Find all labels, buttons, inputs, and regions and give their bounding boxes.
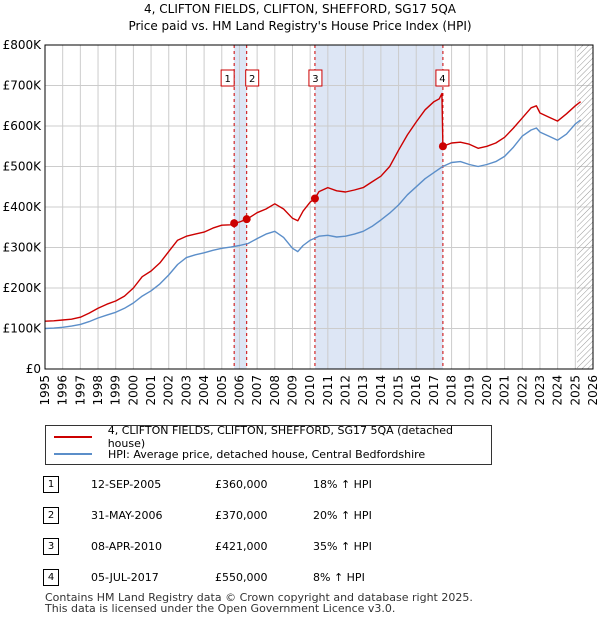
- x-tick-label: 2005: [215, 375, 229, 406]
- footer-line-2: This data is licensed under the Open Gov…: [45, 602, 396, 615]
- x-tick-label: 2022: [515, 375, 529, 406]
- y-tick-label: £800K: [3, 38, 43, 52]
- x-tick-label: 2002: [162, 375, 176, 406]
- y-tick-label: £500K: [3, 160, 43, 174]
- x-tick-label: 2016: [409, 375, 423, 406]
- transaction-marker-box: [435, 69, 450, 87]
- transaction-date: 12-SEP-2005: [91, 478, 162, 491]
- table-row: 2 31-MAY-2006 £370,000 20% ↑ HPI: [43, 507, 563, 525]
- x-tick-label: 1999: [109, 375, 123, 406]
- footer-line-1: Contains HM Land Registry data © Crown c…: [45, 591, 473, 604]
- chart-subtitle: Price paid vs. HM Land Registry's House …: [128, 19, 471, 33]
- transaction-hpi-change: 35% ↑ HPI: [313, 540, 372, 553]
- y-tick-label: £400K: [3, 200, 43, 214]
- footer-attribution: Contains HM Land Registry data © Crown c…: [45, 592, 473, 614]
- table-row: 1 12-SEP-2005 £360,000 18% ↑ HPI: [43, 476, 563, 494]
- transaction-marker-layer: 1 2 3 4: [220, 69, 450, 87]
- transaction-hpi-change: 20% ↑ HPI: [313, 509, 372, 522]
- x-tick-label: 2024: [551, 375, 565, 406]
- y-tick-label: £0: [26, 362, 41, 376]
- legend-label-property: 4, CLIFTON FIELDS, CLIFTON, SHEFFORD, SG…: [107, 424, 454, 450]
- transaction-number: 2: [43, 507, 59, 524]
- transaction-price: £360,000: [215, 478, 268, 491]
- sale-point-layer: [230, 142, 447, 228]
- x-tick-label: 2020: [480, 375, 494, 406]
- transaction-marker-label: 3: [312, 74, 318, 85]
- transaction-marker-box: [220, 69, 235, 87]
- x-tick-label: 2011: [321, 375, 335, 406]
- x-tick-label: 2006: [232, 375, 246, 406]
- legend-item-property: 4, CLIFTON FIELDS, CLIFTON, SHEFFORD, SG…: [54, 424, 491, 450]
- transaction-date: 31-MAY-2006: [91, 509, 163, 522]
- sale-point: [242, 215, 251, 224]
- x-tick-label: 2025: [568, 375, 582, 406]
- transaction-date: 05-JUL-2017: [91, 571, 159, 584]
- x-tick-label: 2009: [285, 375, 299, 406]
- transaction-line-layer: [233, 45, 444, 369]
- y-tick-label: £700K: [3, 79, 43, 93]
- x-tick-label: 1997: [73, 375, 87, 406]
- projection-region: [577, 45, 593, 369]
- x-tick-label: 2026: [586, 375, 600, 406]
- x-tick-label: 2023: [533, 375, 547, 406]
- transaction-marker-box: [245, 69, 260, 87]
- legend-swatch-hpi: [54, 453, 92, 455]
- transaction-number: 3: [43, 538, 59, 555]
- x-tick-label: 2017: [427, 375, 441, 406]
- transaction-marker-label: 1: [224, 74, 230, 85]
- chart-title: 4, CLIFTON FIELDS, CLIFTON, SHEFFORD, SG…: [144, 2, 457, 16]
- transaction-number: 1: [43, 476, 59, 493]
- x-tick-label: 2008: [268, 375, 282, 406]
- x-tick-label: 2018: [445, 375, 459, 406]
- x-tick-label: 2004: [197, 375, 211, 406]
- x-tick-label: 1996: [56, 375, 70, 406]
- transaction-hpi-change: 18% ↑ HPI: [313, 478, 372, 491]
- x-tick-label: 2014: [374, 375, 388, 406]
- legend-item-hpi: HPI: Average price, detached house, Cent…: [54, 446, 425, 462]
- table-row: 4 05-JUL-2017 £550,000 8% ↑ HPI: [43, 569, 563, 587]
- x-tick-label: 1995: [38, 375, 52, 406]
- x-tick-label: 1998: [91, 375, 105, 406]
- x-tick-label: 2010: [303, 375, 317, 406]
- plot-border: [44, 44, 594, 370]
- transaction-price: £550,000: [215, 571, 268, 584]
- sale-point: [438, 142, 447, 151]
- y-tick-label: £600K: [3, 119, 43, 133]
- sale-point: [310, 194, 319, 203]
- transaction-marker-label: 2: [249, 74, 255, 85]
- transaction-marker-label: 4: [439, 74, 445, 85]
- transaction-number: 4: [43, 569, 59, 586]
- transaction-price: £421,000: [215, 540, 268, 553]
- hpi-series-line: [44, 119, 582, 330]
- transaction-marker-box: [308, 69, 323, 87]
- transaction-price: £370,000: [215, 509, 268, 522]
- sale-point: [230, 219, 239, 228]
- chart-legend: 4, CLIFTON FIELDS, CLIFTON, SHEFFORD, SG…: [45, 424, 492, 465]
- legend-label-hpi: HPI: Average price, detached house, Cent…: [108, 447, 426, 461]
- legend-swatch-property: [54, 436, 92, 438]
- axis-layer: £0 £100K £200K £300K £400K £500K £600K £700K £80…: [3, 38, 600, 406]
- price-chart: 1 2 3 4 £0 £100K £200K £300K £400K £500K £600K £70…: [3, 2, 600, 406]
- projection-hatch-layer: [577, 45, 593, 369]
- y-tick-label: £200K: [3, 281, 43, 295]
- x-tick-label: 2001: [144, 375, 158, 406]
- y-tick-label: £300K: [3, 241, 43, 255]
- x-tick-label: 2003: [179, 375, 193, 406]
- x-tick-label: 2015: [392, 375, 406, 406]
- series-layer: [44, 92, 582, 330]
- x-tick-label: 2007: [250, 375, 264, 406]
- x-tick-label: 2012: [339, 375, 353, 406]
- x-tick-label: 2019: [462, 375, 476, 406]
- x-tick-label: 2021: [498, 375, 512, 406]
- table-row: 3 08-APR-2010 £421,000 35% ↑ HPI: [43, 538, 563, 556]
- x-tick-label: 2013: [356, 375, 370, 406]
- transaction-date: 08-APR-2010: [91, 540, 163, 553]
- y-tick-label: £100K: [3, 322, 43, 336]
- x-tick-label: 2000: [126, 375, 140, 406]
- transaction-hpi-change: 8% ↑ HPI: [313, 571, 365, 584]
